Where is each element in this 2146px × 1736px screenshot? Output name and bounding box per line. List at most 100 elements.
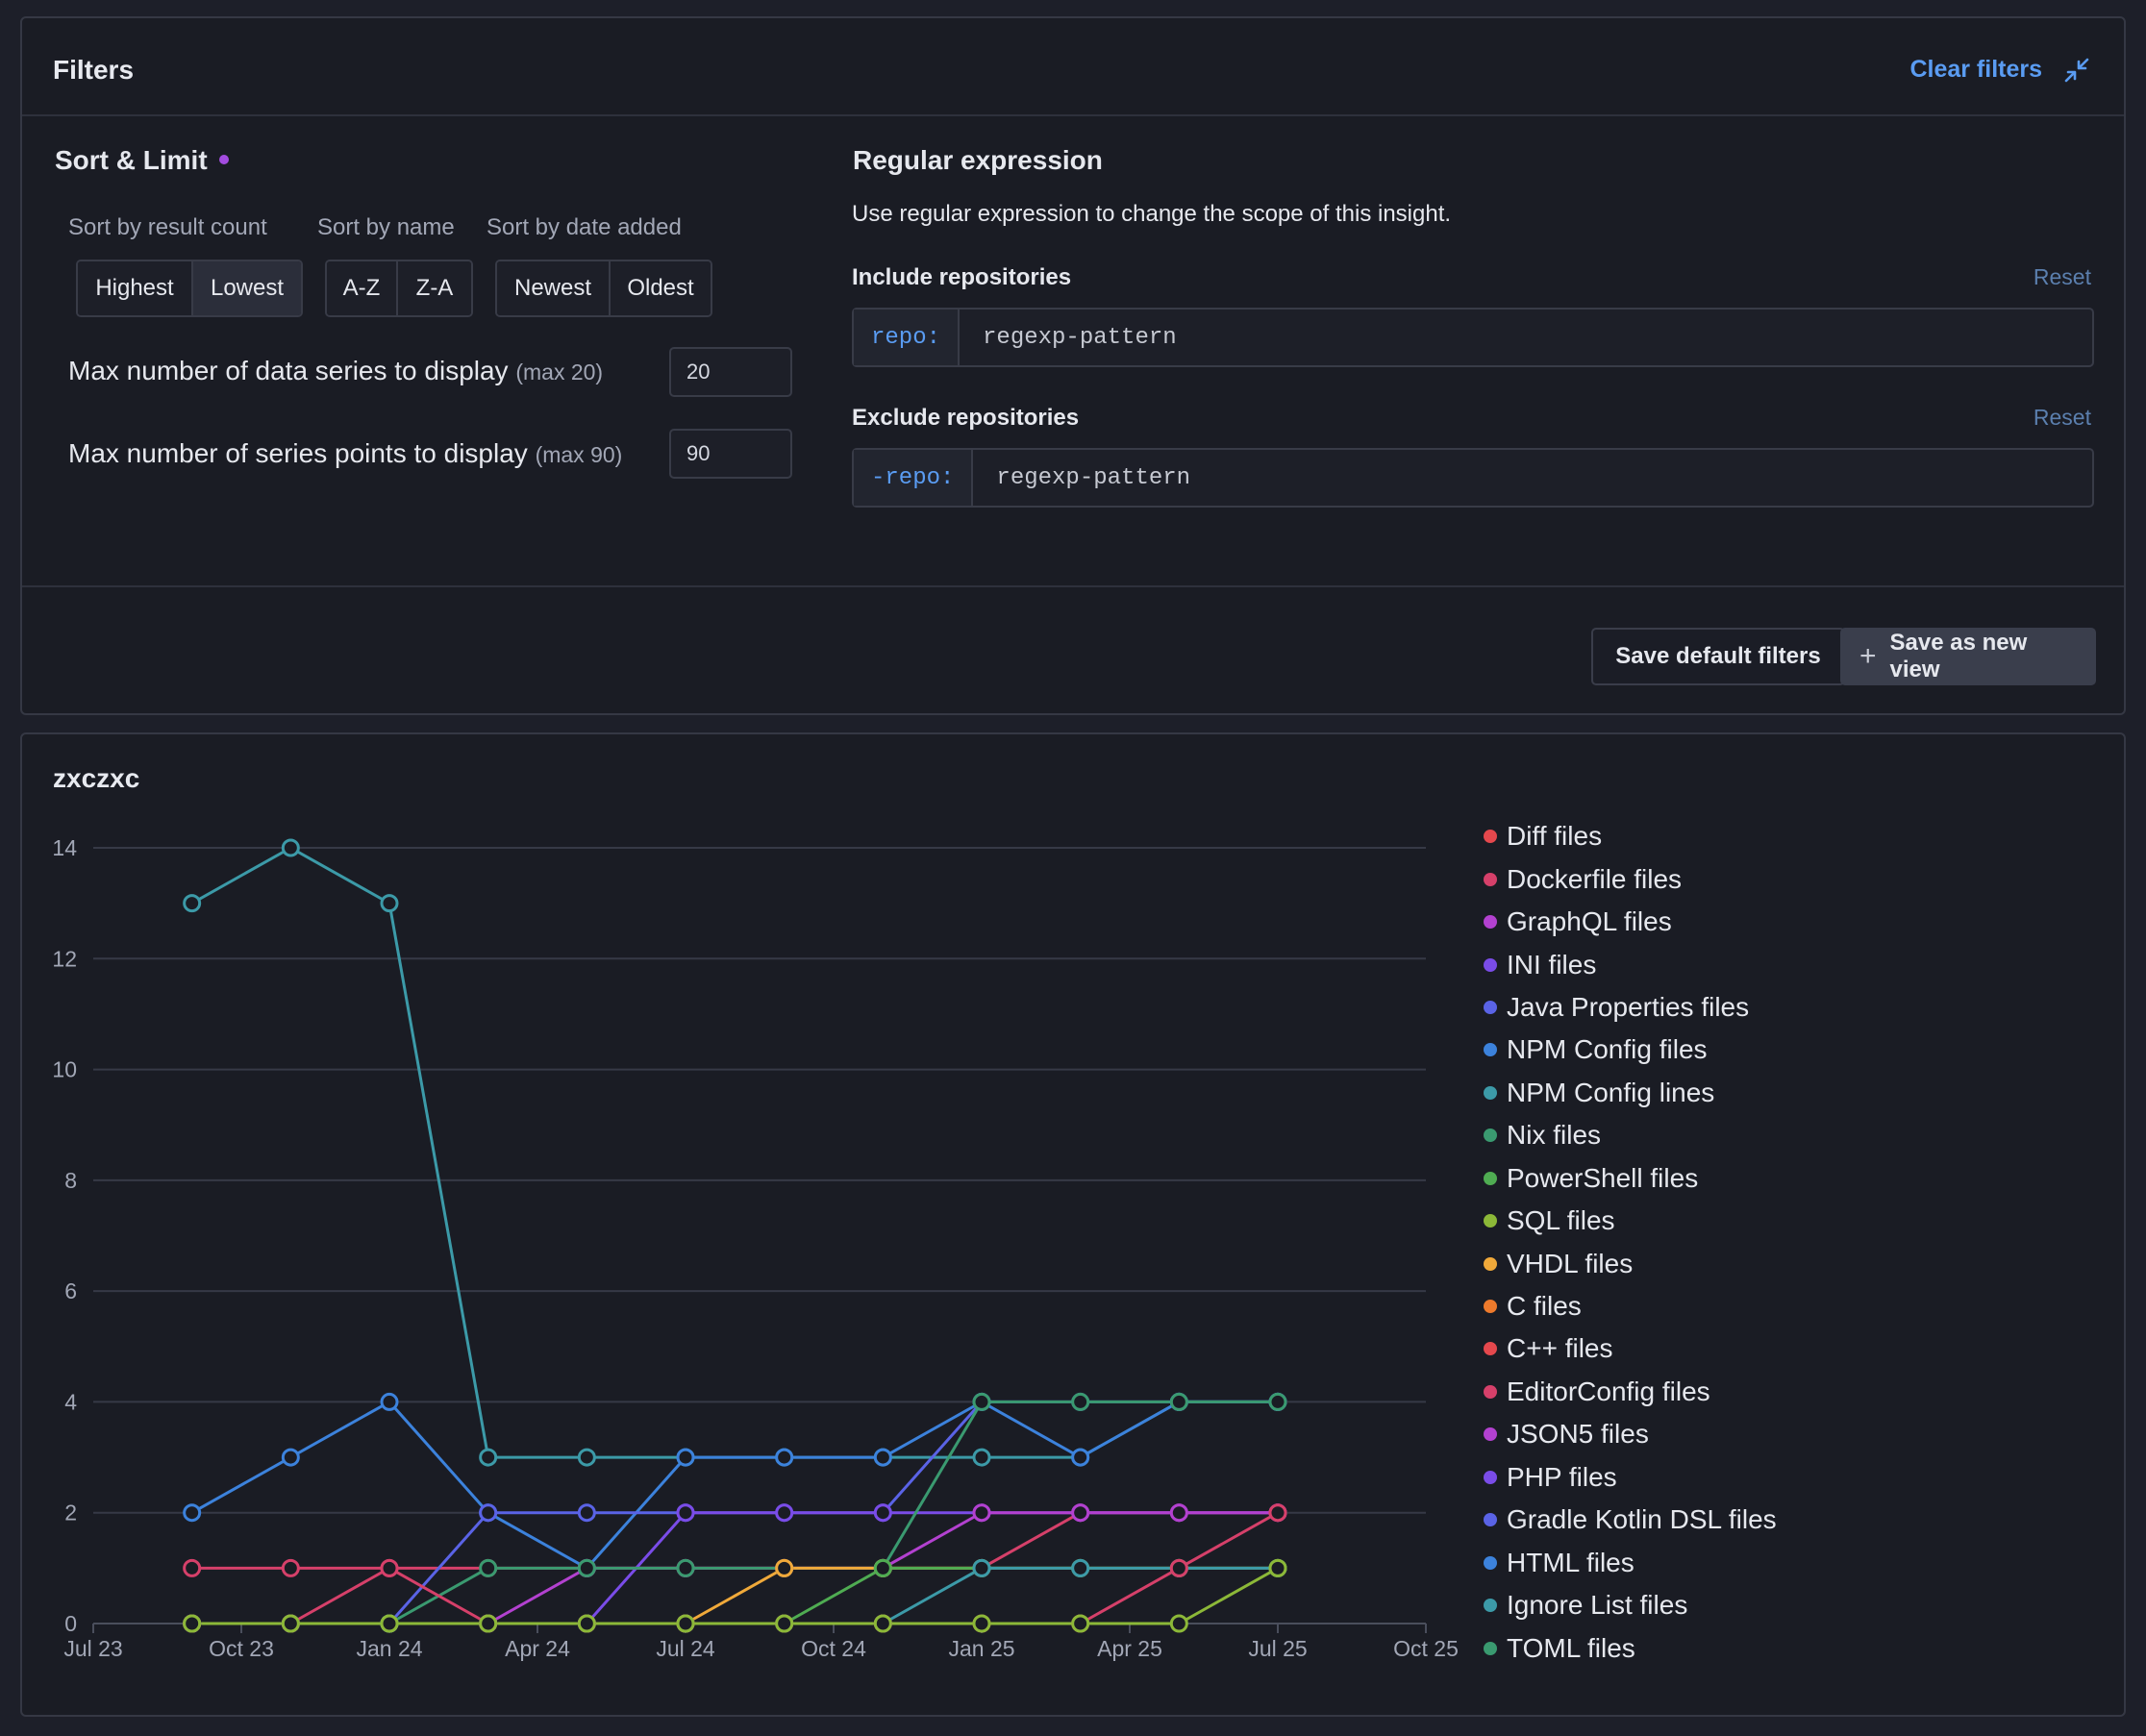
x-tick-label: Oct 25 — [1393, 1636, 1459, 1661]
save-default-filters-button[interactable]: Save default filters — [1591, 628, 1845, 685]
series-line-0 — [190, 846, 1278, 1459]
max-points-input[interactable] — [669, 429, 792, 479]
legend-label: GraphQL files — [1507, 906, 1672, 937]
legend-item[interactable]: C files — [1484, 1285, 1777, 1327]
series-line-7 — [191, 1566, 1278, 1625]
legend-dot — [1484, 957, 1497, 972]
sort-highest-button[interactable]: Highest — [78, 261, 193, 315]
legend-item[interactable]: EditorConfig files — [1484, 1371, 1777, 1413]
legend-item[interactable]: NPM Config files — [1484, 1029, 1777, 1071]
legend-item[interactable]: INI files — [1484, 943, 1777, 985]
x-tick-label: Apr 25 — [1097, 1636, 1162, 1661]
data-point — [775, 1558, 794, 1577]
x-tick-label: Jul 23 — [63, 1636, 122, 1661]
y-tick-label: 0 — [64, 1611, 77, 1636]
x-tick-label: Jan 25 — [948, 1636, 1014, 1661]
legend-dot — [1484, 1513, 1497, 1527]
legend-dot — [1484, 1214, 1497, 1228]
data-point — [577, 1614, 596, 1633]
include-reset-link[interactable]: Reset — [2033, 264, 2091, 289]
y-tick-label: 2 — [64, 1500, 77, 1525]
legend-item[interactable]: Gradle Kotlin DSL files — [1484, 1499, 1777, 1541]
legend-label: HTML files — [1507, 1547, 1634, 1577]
y-tick-label: 12 — [52, 946, 77, 971]
sort-newest-button[interactable]: Newest — [497, 261, 611, 315]
line-chart: 0 2 4 6 8 10 12 14 Jul 23 Oct 23 Jan 24 Apr 24 Jul 2… — [52, 835, 1459, 1661]
x-tick-label: Oct 24 — [801, 1636, 866, 1661]
legend-label: Gradle Kotlin DSL files — [1507, 1504, 1777, 1535]
legend-item[interactable]: Ignore List files — [1484, 1584, 1777, 1626]
data-point — [873, 1448, 892, 1467]
clear-filters-link[interactable]: Clear filters — [1909, 56, 2042, 83]
chart-legend: Diff files Dockerfile files GraphQL files I… — [1484, 815, 1777, 1670]
legend-label: TOML files — [1507, 1632, 1635, 1663]
save-as-new-view-button[interactable]: + Save as new view — [1840, 628, 2096, 685]
exclude-repos-input[interactable] — [973, 450, 2092, 506]
legend-item[interactable]: PHP files — [1484, 1456, 1777, 1499]
legend-item[interactable]: C++ files — [1484, 1327, 1777, 1370]
legend-label: Java Properties files — [1507, 991, 1750, 1022]
exclude-reset-link[interactable]: Reset — [2033, 405, 2091, 430]
legend-dot — [1484, 1427, 1497, 1442]
legend-dot — [1484, 1085, 1497, 1100]
legend-dot — [1484, 1599, 1497, 1613]
legend-item[interactable]: TOML files — [1484, 1626, 1777, 1669]
filters-panel: Filters Clear filters Sort & Limit Sort … — [20, 16, 2126, 715]
legend-item[interactable]: VHDL files — [1484, 1242, 1777, 1284]
legend-label: NPM Config files — [1507, 1034, 1708, 1065]
data-point — [775, 1614, 794, 1633]
regex-title: Regular expression — [853, 145, 1103, 175]
sort-a-z-button[interactable]: A-Z — [327, 261, 398, 315]
legend-item[interactable]: Nix files — [1484, 1114, 1777, 1156]
legend-item[interactable]: Java Properties files — [1484, 986, 1777, 1029]
data-point — [873, 1558, 892, 1577]
legend-dot — [1484, 830, 1497, 844]
sort-z-a-button[interactable]: Z-A — [398, 261, 471, 315]
legend-item[interactable]: Diff files — [1484, 815, 1777, 857]
legend-dot — [1484, 1171, 1497, 1185]
exclude-prefix: -repo: — [854, 450, 974, 506]
data-point — [972, 1448, 991, 1467]
x-tick-label: Oct 23 — [209, 1636, 274, 1661]
exclude-repos-field: -repo: — [852, 448, 2094, 508]
data-point — [577, 1558, 596, 1577]
sort-oldest-button[interactable]: Oldest — [611, 261, 711, 315]
max-series-input[interactable] — [669, 347, 792, 397]
sort-lowest-button[interactable]: Lowest — [193, 261, 301, 315]
data-point — [873, 1503, 892, 1523]
legend-item[interactable]: NPM Config lines — [1484, 1072, 1777, 1114]
legend-item[interactable]: HTML files — [1484, 1541, 1777, 1583]
data-point — [380, 894, 399, 913]
legend-dot — [1484, 1043, 1497, 1057]
y-tick-label: 10 — [52, 1057, 77, 1082]
changed-indicator-dot — [218, 154, 229, 164]
legend-item[interactable]: PowerShell files — [1484, 1157, 1777, 1200]
data-point — [281, 838, 300, 857]
max-points-label: Max number of series points to display (… — [68, 438, 623, 468]
legend-label: VHDL files — [1507, 1248, 1634, 1278]
data-point — [183, 1614, 202, 1633]
legend-label: SQL files — [1507, 1205, 1615, 1236]
legend-dot — [1484, 1342, 1497, 1356]
include-prefix: repo: — [854, 310, 961, 365]
legend-item[interactable]: Dockerfile files — [1484, 857, 1777, 900]
legend-dot — [1484, 1000, 1497, 1014]
legend-item[interactable]: JSON5 files — [1484, 1413, 1777, 1455]
legend-dot — [1484, 1470, 1497, 1484]
legend-item[interactable]: GraphQL files — [1484, 901, 1777, 943]
x-tick-label: Jan 24 — [356, 1636, 422, 1661]
legend-dot — [1484, 1555, 1497, 1570]
legend-label: Diff files — [1507, 821, 1603, 852]
include-repos-input[interactable] — [960, 310, 2092, 365]
sort-by-date-group: Newest Oldest — [495, 260, 712, 317]
data-point — [1268, 1392, 1287, 1411]
legend-item[interactable]: SQL files — [1484, 1200, 1777, 1242]
data-point — [972, 1558, 991, 1577]
include-repos-label: Include repositories — [852, 264, 1072, 290]
legend-label: Ignore List files — [1507, 1590, 1688, 1621]
collapse-icon[interactable] — [2062, 56, 2091, 85]
legend-dot — [1484, 1128, 1497, 1143]
max-series-hint: (max 20) — [515, 360, 604, 384]
legend-label: NPM Config lines — [1507, 1077, 1715, 1107]
data-point — [1268, 1558, 1287, 1577]
